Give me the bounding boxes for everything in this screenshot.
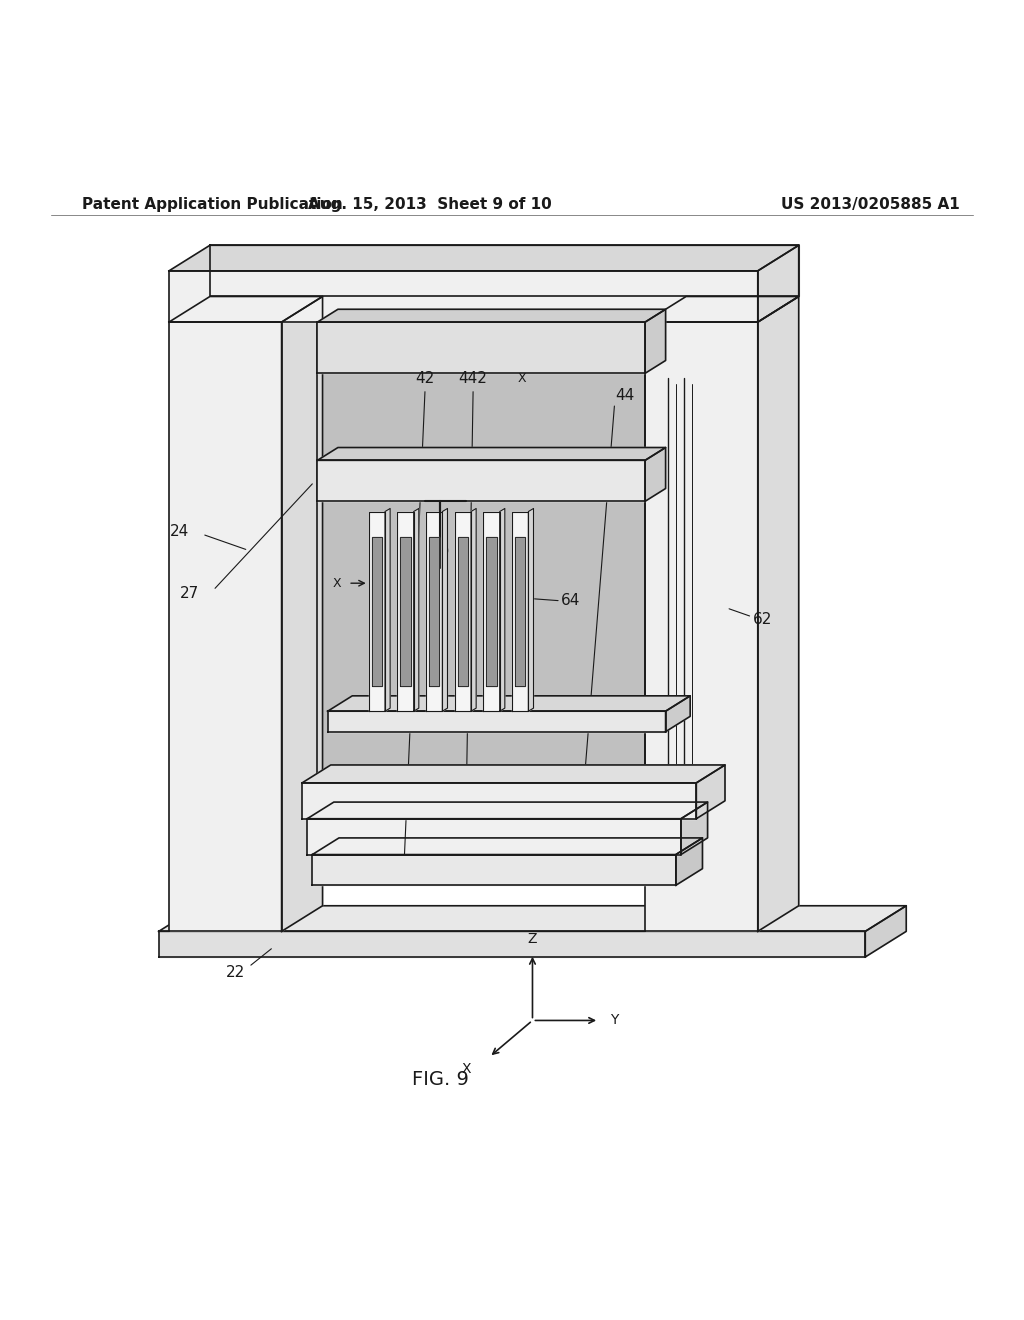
Polygon shape <box>169 322 282 932</box>
Polygon shape <box>426 512 442 711</box>
Text: Patent Application Publication: Patent Application Publication <box>82 197 343 211</box>
Polygon shape <box>369 512 385 711</box>
Polygon shape <box>486 537 497 685</box>
Polygon shape <box>317 461 645 502</box>
Text: X: X <box>462 1063 471 1076</box>
Polygon shape <box>282 297 323 932</box>
Polygon shape <box>414 508 419 711</box>
Text: 64: 64 <box>561 593 581 609</box>
Polygon shape <box>645 322 758 932</box>
Polygon shape <box>758 297 799 932</box>
Polygon shape <box>159 932 865 957</box>
Polygon shape <box>328 696 690 711</box>
Polygon shape <box>169 297 323 322</box>
Polygon shape <box>676 838 702 886</box>
Polygon shape <box>429 537 439 685</box>
Polygon shape <box>302 783 696 818</box>
Polygon shape <box>865 906 906 957</box>
Polygon shape <box>317 322 645 804</box>
Polygon shape <box>312 854 676 886</box>
Polygon shape <box>515 537 525 685</box>
Polygon shape <box>500 508 505 711</box>
Text: 22: 22 <box>226 965 245 979</box>
Polygon shape <box>210 246 799 297</box>
Polygon shape <box>169 271 758 322</box>
Polygon shape <box>302 766 725 783</box>
Polygon shape <box>455 512 471 711</box>
Polygon shape <box>372 537 382 685</box>
Polygon shape <box>528 508 534 711</box>
Polygon shape <box>328 711 666 731</box>
Polygon shape <box>159 906 906 932</box>
Text: US 2013/0205885 A1: US 2013/0205885 A1 <box>781 197 959 211</box>
Text: Z: Z <box>527 932 538 945</box>
Polygon shape <box>307 803 708 818</box>
Polygon shape <box>169 246 799 271</box>
Polygon shape <box>458 537 468 685</box>
Polygon shape <box>681 803 708 854</box>
Polygon shape <box>442 508 447 711</box>
Text: X: X <box>518 372 526 385</box>
Text: 42: 42 <box>416 371 434 385</box>
Polygon shape <box>317 447 666 461</box>
Polygon shape <box>645 297 799 322</box>
Polygon shape <box>317 322 645 374</box>
Polygon shape <box>645 447 666 502</box>
Text: X: X <box>333 577 341 590</box>
Text: 27: 27 <box>180 586 199 601</box>
Text: 24: 24 <box>170 524 188 540</box>
Polygon shape <box>512 512 528 711</box>
Polygon shape <box>317 309 666 322</box>
Text: 44: 44 <box>615 388 634 404</box>
Polygon shape <box>385 508 390 711</box>
Polygon shape <box>483 512 500 711</box>
Polygon shape <box>307 818 681 854</box>
Polygon shape <box>666 696 690 731</box>
Polygon shape <box>696 766 725 818</box>
Polygon shape <box>400 537 411 685</box>
Polygon shape <box>312 838 702 854</box>
Text: Y: Y <box>610 1014 618 1027</box>
Text: Aug. 15, 2013  Sheet 9 of 10: Aug. 15, 2013 Sheet 9 of 10 <box>308 197 552 211</box>
Text: FIG. 9: FIG. 9 <box>412 1071 469 1089</box>
Polygon shape <box>645 309 666 374</box>
Polygon shape <box>397 512 414 711</box>
Polygon shape <box>471 508 476 711</box>
Text: 62: 62 <box>753 611 772 627</box>
Text: 442: 442 <box>459 371 487 385</box>
Polygon shape <box>758 246 799 322</box>
